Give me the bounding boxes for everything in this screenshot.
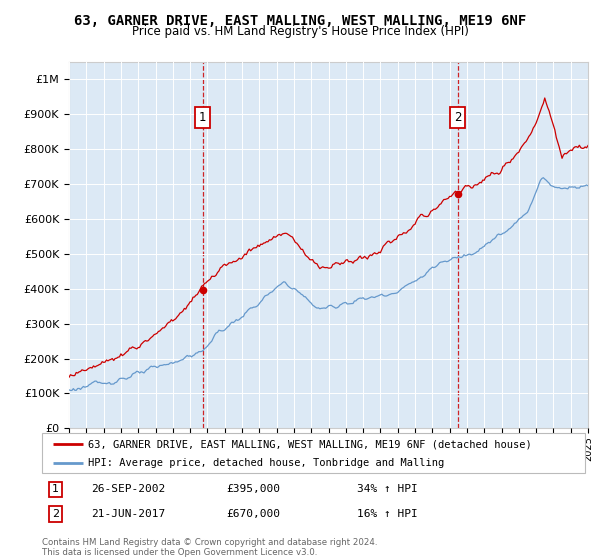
Text: £670,000: £670,000 [227, 509, 281, 519]
Text: 21-JUN-2017: 21-JUN-2017 [91, 509, 165, 519]
Text: Price paid vs. HM Land Registry's House Price Index (HPI): Price paid vs. HM Land Registry's House … [131, 25, 469, 38]
Text: £395,000: £395,000 [227, 484, 281, 494]
Text: 2: 2 [454, 111, 461, 124]
Text: 1: 1 [199, 111, 206, 124]
Text: 63, GARNER DRIVE, EAST MALLING, WEST MALLING, ME19 6NF: 63, GARNER DRIVE, EAST MALLING, WEST MAL… [74, 14, 526, 28]
Text: HPI: Average price, detached house, Tonbridge and Malling: HPI: Average price, detached house, Tonb… [88, 458, 445, 468]
Text: Contains HM Land Registry data © Crown copyright and database right 2024.
This d: Contains HM Land Registry data © Crown c… [42, 538, 377, 557]
Text: 34% ↑ HPI: 34% ↑ HPI [357, 484, 418, 494]
FancyBboxPatch shape [42, 433, 585, 473]
Text: 63, GARNER DRIVE, EAST MALLING, WEST MALLING, ME19 6NF (detached house): 63, GARNER DRIVE, EAST MALLING, WEST MAL… [88, 439, 532, 449]
Text: 2: 2 [52, 509, 59, 519]
Text: 16% ↑ HPI: 16% ↑ HPI [357, 509, 418, 519]
Text: 26-SEP-2002: 26-SEP-2002 [91, 484, 165, 494]
Text: 1: 1 [52, 484, 59, 494]
